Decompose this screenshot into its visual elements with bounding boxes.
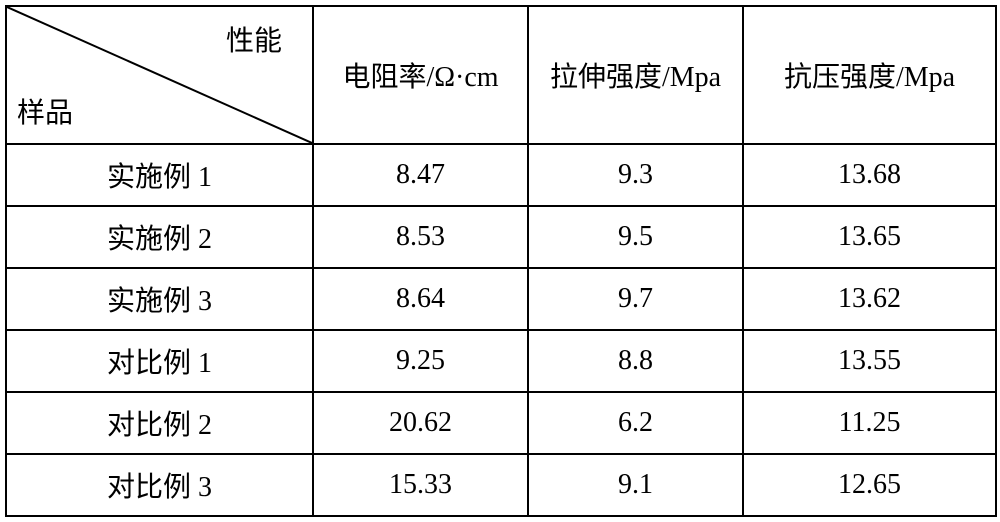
cell-value: 8.47 [313,144,528,206]
table-row: 对比例 3 15.33 9.1 12.65 [6,454,996,516]
cell-value: 9.1 [528,454,743,516]
table-header-row: 性能 样品 电阻率/Ω·cm 拉伸强度/Mpa 抗压强度/Mpa [6,6,996,144]
header-top-label: 性能 [226,19,282,59]
table-row: 对比例 2 20.62 6.2 11.25 [6,392,996,454]
table-row: 实施例 2 8.53 9.5 13.65 [6,206,996,268]
cell-value: 9.25 [313,330,528,392]
cell-value: 13.55 [743,330,996,392]
diagonal-header-cell: 性能 样品 [6,6,313,144]
cell-value: 13.65 [743,206,996,268]
cell-value: 11.25 [743,392,996,454]
cell-value: 9.7 [528,268,743,330]
properties-table: 性能 样品 电阻率/Ω·cm 拉伸强度/Mpa 抗压强度/Mpa 实施例 1 8… [5,5,997,517]
row-label: 实施例 3 [6,268,313,330]
cell-value: 9.3 [528,144,743,206]
cell-value: 13.68 [743,144,996,206]
row-label: 对比例 2 [6,392,313,454]
cell-value: 8.8 [528,330,743,392]
table-row: 对比例 1 9.25 8.8 13.55 [6,330,996,392]
properties-table-container: 性能 样品 电阻率/Ω·cm 拉伸强度/Mpa 抗压强度/Mpa 实施例 1 8… [5,5,995,517]
row-label: 对比例 3 [6,454,313,516]
col-header-resistivity: 电阻率/Ω·cm [313,6,528,144]
row-label: 实施例 1 [6,144,313,206]
cell-value: 9.5 [528,206,743,268]
cell-value: 20.62 [313,392,528,454]
row-label: 对比例 1 [6,330,313,392]
cell-value: 8.64 [313,268,528,330]
col-header-compressive: 抗压强度/Mpa [743,6,996,144]
cell-value: 6.2 [528,392,743,454]
header-bottom-label: 样品 [17,91,73,131]
cell-value: 8.53 [313,206,528,268]
cell-value: 13.62 [743,268,996,330]
row-label: 实施例 2 [6,206,313,268]
table-row: 实施例 3 8.64 9.7 13.62 [6,268,996,330]
cell-value: 15.33 [313,454,528,516]
cell-value: 12.65 [743,454,996,516]
table-row: 实施例 1 8.47 9.3 13.68 [6,144,996,206]
col-header-tensile: 拉伸强度/Mpa [528,6,743,144]
